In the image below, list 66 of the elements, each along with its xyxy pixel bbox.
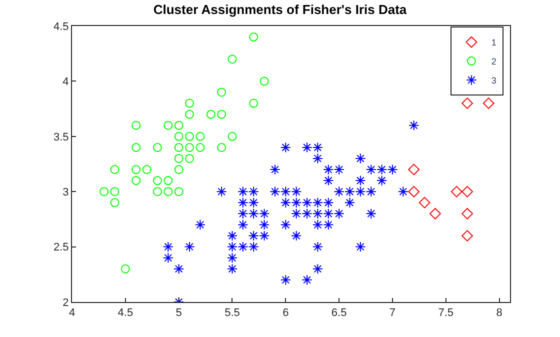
y-tick-label: 2 xyxy=(62,296,69,309)
point xyxy=(164,187,173,196)
x-tick-label: 8 xyxy=(496,307,502,320)
point xyxy=(110,165,120,174)
point xyxy=(462,230,473,242)
point xyxy=(249,98,258,108)
point xyxy=(408,164,420,176)
point xyxy=(164,176,173,186)
point xyxy=(100,187,109,196)
point xyxy=(132,176,141,186)
point xyxy=(450,186,462,198)
point xyxy=(174,132,184,141)
x-tick-label: 6 xyxy=(282,307,289,320)
point xyxy=(174,187,184,196)
y-tick-label: 3.5 xyxy=(54,131,69,144)
point xyxy=(152,187,162,196)
point xyxy=(174,142,184,152)
point xyxy=(217,110,226,119)
chart-title: Cluster Assignments of Fisher's Iris Data xyxy=(153,2,408,18)
legend-label: 2 xyxy=(491,56,496,67)
point xyxy=(185,110,194,119)
point xyxy=(260,76,269,86)
point xyxy=(482,98,494,109)
point xyxy=(462,98,473,109)
x-tick-label: 5.5 xyxy=(224,307,240,320)
x-tick-label: 5 xyxy=(176,307,182,320)
point xyxy=(462,186,473,198)
point xyxy=(408,186,420,198)
y-tick-label: 4 xyxy=(62,76,69,88)
point xyxy=(174,120,184,130)
x-tick-label: 4.5 xyxy=(118,307,134,320)
legend-label: 1 xyxy=(491,38,496,48)
point xyxy=(228,132,237,141)
point xyxy=(185,132,194,141)
point xyxy=(418,196,430,208)
point xyxy=(110,187,120,196)
point xyxy=(249,32,258,42)
point xyxy=(206,110,216,119)
point xyxy=(132,142,141,152)
y-tick-label: 2.5 xyxy=(54,242,69,254)
point xyxy=(185,154,194,163)
point xyxy=(217,142,226,152)
x-tick-label: 7.5 xyxy=(438,307,454,320)
point xyxy=(152,176,162,186)
point xyxy=(174,165,184,174)
point xyxy=(462,208,473,220)
x-tick-label: 7 xyxy=(389,307,396,320)
point xyxy=(430,208,441,220)
point xyxy=(142,165,152,174)
point xyxy=(132,165,141,174)
point xyxy=(174,154,184,163)
point xyxy=(217,88,226,97)
point xyxy=(164,120,173,130)
point xyxy=(196,142,205,152)
point xyxy=(185,98,194,108)
point xyxy=(120,264,130,274)
point xyxy=(228,54,237,64)
y-tick-label: 3 xyxy=(62,186,69,198)
x-tick-label: 6.5 xyxy=(331,307,347,320)
point xyxy=(132,120,141,130)
legend-label: 3 xyxy=(491,76,496,86)
point xyxy=(110,198,120,208)
point xyxy=(152,142,162,152)
point xyxy=(196,132,205,141)
point xyxy=(185,142,194,152)
y-tick-label: 4.5 xyxy=(54,20,69,33)
